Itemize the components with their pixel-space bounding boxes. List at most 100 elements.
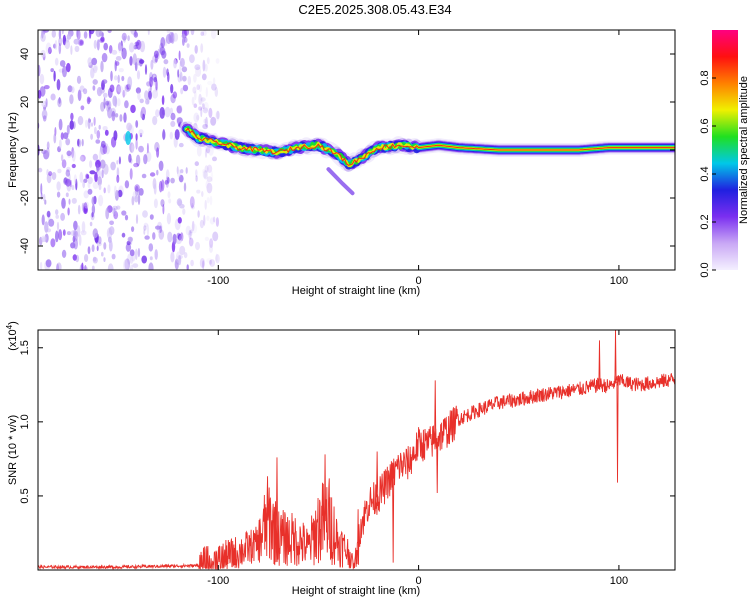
spectrogram-noise-blob [69,94,74,105]
spectrogram-noise-blob [199,219,204,229]
spectrogram-noise-blob [144,64,148,75]
spectrogram-noise-blob [41,149,47,155]
spectrogram-noise-blob [167,191,171,199]
spectrogram-noise-blob [55,230,59,243]
spectrogram-noise-blob [55,214,59,219]
spectrogram-x-tick-label: 100 [610,275,628,287]
spectrogram-noise-blob [91,122,93,127]
spectrogram-noise-blob [62,34,67,46]
spectrogram-noise-blob [124,180,130,189]
spectrogram-noise-blob [129,168,133,180]
spectrogram-noise-blob [38,167,43,173]
spectrogram-noise-blob [96,241,102,247]
spectrogram-noise-blob [152,178,157,190]
spectrogram-noise-blob [143,154,148,165]
spectrogram-noise-blob [73,174,77,185]
spectrogram-noise-blob [191,203,194,209]
spectrogram-noise-blob [117,189,123,198]
spectrogram-noise-blob [41,214,45,226]
spectrogram-noise-blob [179,63,182,73]
spectrogram-noise-blob [56,262,62,270]
spectrogram-noise-blob [82,180,86,189]
spectrogram-noise-blob [123,112,127,123]
spectrogram-noise-blob [176,166,179,175]
colorbar-tick-label: 0.4 [699,166,711,181]
spectrogram-noise-blob [100,159,106,169]
spectrogram-noise-blob [87,181,91,189]
spectrogram-noise-blob [135,57,142,66]
spectrogram-noise-blob [178,50,181,61]
spectrogram-noise-blob [66,124,70,135]
spectrogram-noise-blob [134,184,140,192]
spectrogram-noise-blob [43,30,49,33]
spectrogram-noise-blob [127,76,133,89]
spectrogram-noise-blob [98,149,102,162]
spectrogram-noise-blob [56,79,61,91]
spectrogram-noise-blob [205,116,208,128]
spectrogram-noise-blob [149,214,154,220]
spectrogram-noise-blob [121,75,125,82]
spectrogram-noise-blob [162,204,165,215]
spectrogram-noise-blob [174,129,180,140]
spectrogram-noise-blob [149,76,154,88]
spectrogram-noise-blob [161,50,167,59]
spectrogram-noise-blob [172,233,177,245]
spectrogram-noise-blob [55,209,59,216]
spectrogram-noise-blob [80,230,87,236]
spectrogram-noise-blob [46,210,51,218]
spectrogram-noise-blob [209,238,214,249]
snr-y-multiplier-close: ) [7,321,19,325]
spectrogram-noise-blob [59,60,66,67]
spectrogram-noise-blob [176,198,183,206]
spectrogram-noise-blob [181,33,186,39]
spectrogram-noise-blob [79,85,85,92]
spectrogram-noise-blob [101,169,104,179]
spectrogram-noise-blob [146,142,149,154]
spectrogram-noise-blob [196,189,201,194]
spectrogram-noise-blob [179,71,183,82]
spectrogram-noise-blob [126,122,132,131]
spectrogram-noise-blob [76,30,81,41]
spectrogram-noise-blob [178,104,183,114]
spectrogram-noise-blob [148,243,154,252]
spectrogram-noise-blob [124,100,129,109]
spectrogram-y-tick-label: -40 [19,238,31,254]
spectrogram-noise-blob [127,35,130,42]
spectrogram-y-label: Frequency (Hz) [7,112,19,188]
spectrogram-noise-blob [190,205,195,210]
spectrogram-noise-blob [77,89,82,102]
spectrogram-noise-blob [203,170,208,180]
spectrogram-noise-blob [89,170,96,175]
spectrogram-noise-blob [192,86,197,94]
spectrogram-noise-blob [116,98,121,107]
spectrogram-noise-blob [121,32,127,41]
colorbar-tick-label: 0.6 [699,118,711,133]
spectrogram-noise-blob [203,101,209,112]
spectrogram-noise-blob [121,232,126,238]
spectrogram-noise-blob [168,198,172,204]
spectrogram-noise-blob [183,36,188,43]
spectrogram-noise-blob [117,74,120,84]
spectrogram-noise-blob [165,176,169,188]
spectrogram-noise-blob [40,49,46,58]
spectrogram-noise-blob [204,199,207,210]
spectrogram-noise-blob [102,126,108,131]
spectrogram-noise-blob [97,176,102,187]
spectrogram-noise-blob [215,217,219,227]
spectrogram-noise-blob [110,70,113,82]
spectrogram-noise-blob [87,176,93,185]
spectrogram-noise-blob [198,84,202,93]
spectrogram-noise-blob [71,163,76,169]
spectrogram-noise-blob [38,64,41,77]
spectrogram-noise-blob [62,65,67,78]
spectrogram-noise-blob [60,154,64,162]
spectrogram-noise-blob [150,59,154,70]
spectrogram-noise-blob [98,184,102,191]
spectrogram-noise-blob [103,92,108,98]
spectrogram-noise-blob [65,192,69,198]
spectrogram-noise-blob [179,57,185,68]
spectrogram-noise-blob [170,177,175,184]
spectrogram-noise-blob [113,207,116,217]
spectrogram-noise-blob [178,174,184,183]
spectrogram-noise-blob [190,30,195,36]
